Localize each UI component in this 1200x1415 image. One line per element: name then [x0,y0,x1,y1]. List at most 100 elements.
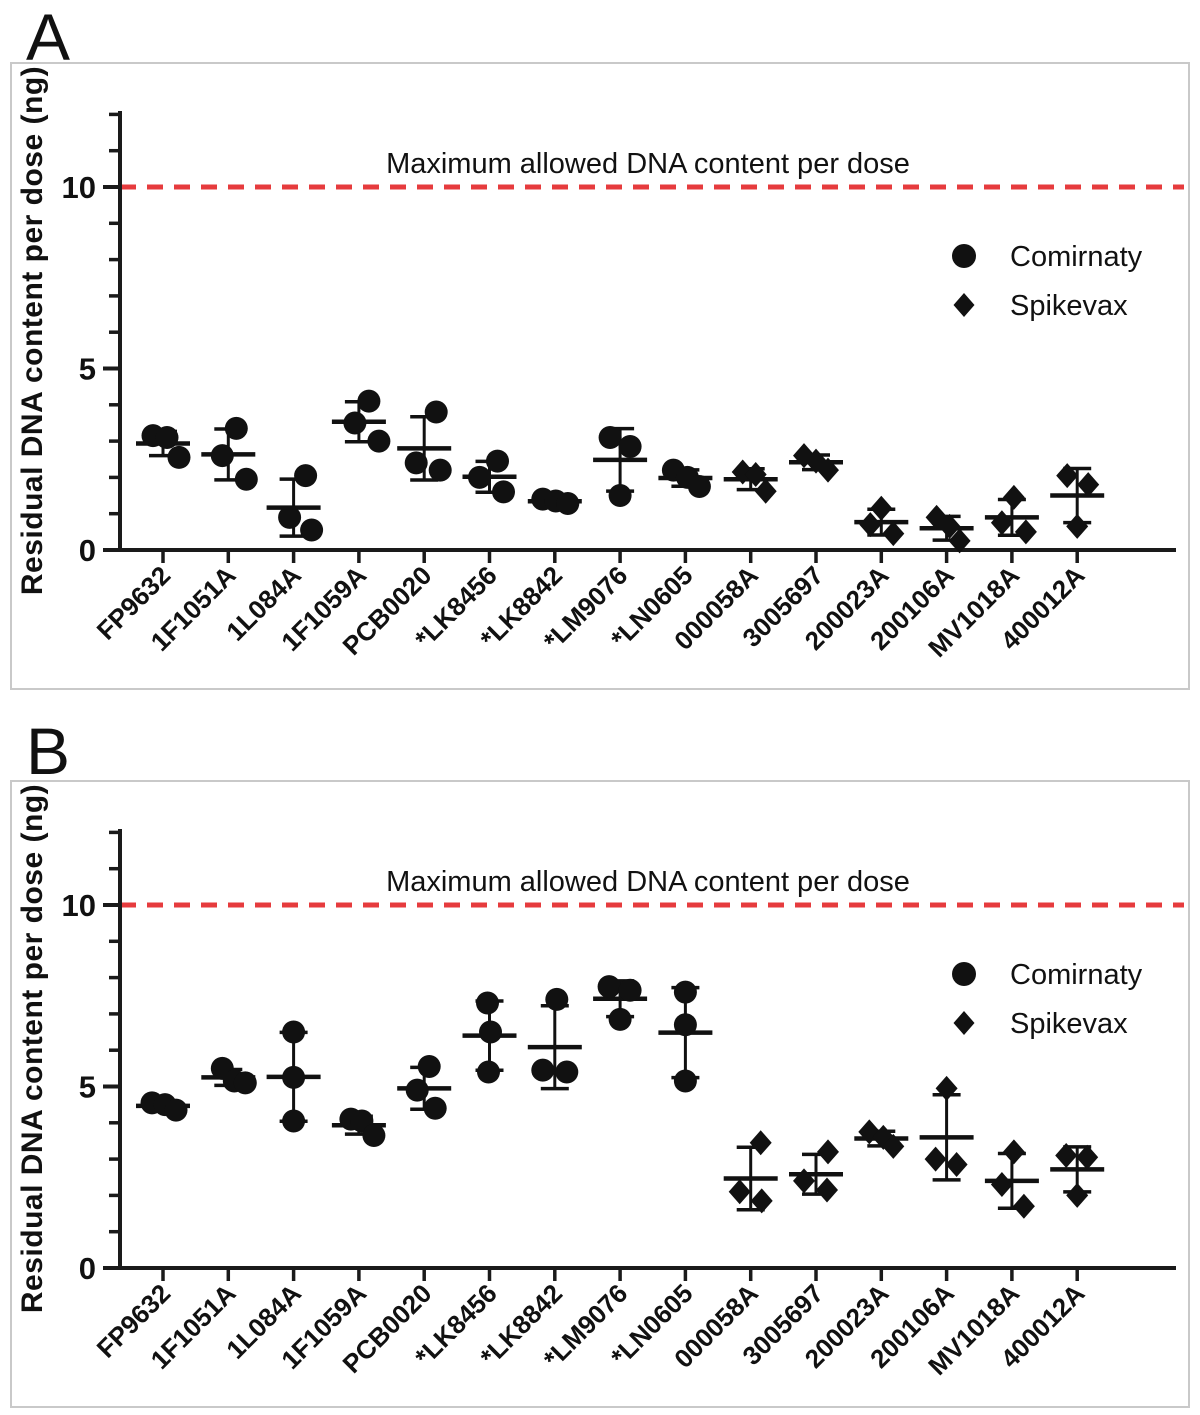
data-point-circle [608,484,632,508]
data-point-diamond [817,1139,839,1165]
group-MV1018A [984,484,1039,545]
group-1L084A [266,464,324,542]
group-*LM9076 [593,425,648,508]
data-point-diamond [870,495,893,521]
residual-dna-scatter-chart-a: Maximum allowed DNA content per dose 0 5 10… [16,66,1184,663]
data-point-circle [673,1013,697,1037]
group-FP9632 [136,1091,190,1122]
data-point-circle [468,465,491,489]
data-point-circle [343,411,367,435]
group-200106A [919,1075,974,1182]
y-axis-title: Residual DNA content per dose (ng) [16,784,49,1313]
group-PCB0020 [397,1055,452,1120]
data-point-circle [479,1020,502,1044]
data-point-diamond [882,1133,905,1159]
data-point-circle [673,1069,697,1093]
data-point-circle [531,1058,555,1082]
data-point-circle [618,978,642,1002]
panel-b-plot-box: Maximum allowed DNA content per dose 0 5 10… [10,780,1190,1408]
threshold-label: Maximum allowed DNA content per dose [386,148,910,180]
data-point-circle [492,480,515,504]
data-point-circle [545,987,569,1011]
data-point-circle [282,1020,306,1044]
data-point-circle [278,505,302,529]
panel-a-label: A [26,0,71,74]
legend: Comirnaty Spikevax [952,959,1143,1040]
data-point-circle [367,429,391,453]
data-point-circle [556,492,580,516]
data-point-diamond [749,1130,772,1156]
data-point-circle [423,1096,447,1120]
data-point-circle [294,464,318,488]
group-1F1051A [201,416,258,491]
legend-label: Comirnaty [1010,241,1143,273]
group-400012A [1050,463,1105,539]
data-point-circle [673,980,697,1004]
data-point-diamond [1055,1142,1078,1168]
data-point-diamond [1002,484,1025,510]
legend-marker-diamond [953,1011,975,1035]
data-point-circle [362,1124,386,1148]
panel-b-label: B [26,714,71,788]
group-1L084A [266,1020,321,1133]
data-point-circle [476,991,499,1015]
panel-a-plot-box: Maximum allowed DNA content per dose 0 5 10… [10,62,1190,690]
data-point-diamond [1077,472,1100,498]
data-point-circle [224,416,248,440]
data-point-circle [155,425,179,449]
group-MV1018A [984,1139,1039,1219]
y-tick-label: 5 [79,1070,96,1105]
group-3005697 [789,1139,843,1203]
data-point-circle [618,435,642,459]
data-point-diamond [744,461,767,487]
group-PCB0020 [397,400,452,482]
data-point-circle [164,1098,188,1122]
data-point-diamond [990,510,1013,536]
legend-marker-circle [952,962,976,986]
legend: Comirnaty Spikevax [952,241,1143,322]
data-point-diamond [750,1188,773,1214]
group-*LK8842 [527,487,582,516]
data-point-circle [486,449,509,473]
threshold-label: Maximum allowed DNA content per dose [386,866,910,898]
y-tick-label: 10 [62,888,96,923]
data-point-circle [167,445,191,469]
data-point-diamond [1056,463,1079,489]
group-FP9632 [136,424,191,469]
group-400012A [1050,1142,1105,1208]
data-point-diamond [872,1124,895,1150]
group-*LK8456 [462,449,517,504]
data-point-circle [300,518,324,542]
data-point-circle [282,1065,306,1089]
data-point-diamond [728,1179,751,1205]
data-point-diamond [793,1168,815,1194]
data-point-diamond [938,513,961,539]
group-*LM9076 [593,975,648,1031]
data-point-circle [405,1078,429,1102]
data-point-diamond [1014,519,1037,545]
data-point-diamond [935,1075,958,1101]
data-point-diamond [882,521,905,547]
group-1F1059A [331,389,391,453]
data-point-circle [424,400,448,424]
data-point-circle [555,1060,579,1084]
data-point-circle [687,474,711,498]
data-point-circle [477,1060,500,1084]
data-point-diamond [945,1152,968,1178]
group-000058A [723,459,778,504]
group-000058A [723,1130,778,1214]
data-point-circle [597,975,621,999]
data-point-circle [428,458,452,482]
group-3005697 [789,443,843,483]
legend-marker-circle [952,244,976,268]
y-tick-label: 0 [79,533,96,568]
group-1F1051A [201,1056,257,1095]
data-point-diamond [1076,1144,1099,1170]
data-point-circle [598,425,622,449]
data-point-diamond [816,1177,838,1203]
data-point-circle [417,1055,441,1079]
data-point-diamond [754,478,777,504]
group-200023A [854,1119,909,1159]
group-*LK8456 [462,991,517,1084]
